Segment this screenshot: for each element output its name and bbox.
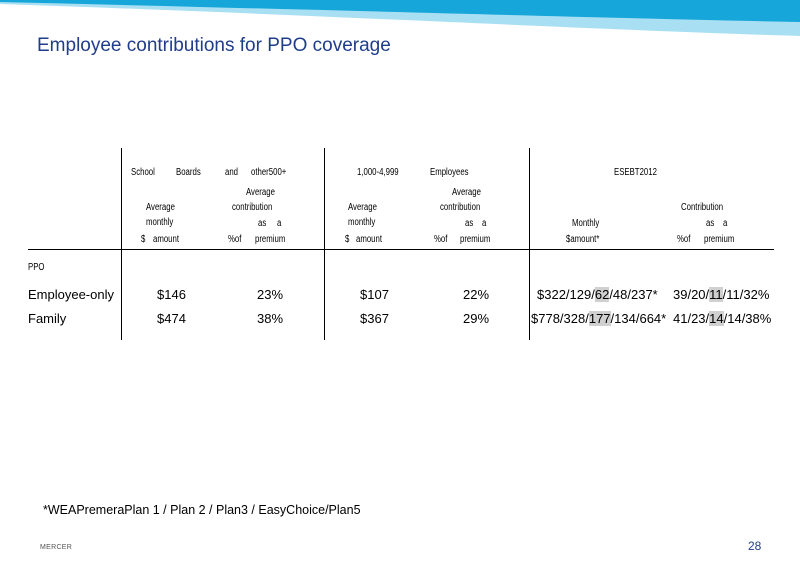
group-header-range: 1,000-4,999: [357, 167, 399, 178]
section-label-ppo: PPO: [28, 262, 45, 273]
group-header-esebt: ESEBT2012: [614, 167, 657, 178]
header-rule: [28, 249, 774, 250]
subheader-as: as: [258, 218, 267, 229]
subheader-premium: premium: [460, 234, 491, 245]
subheader-a: a: [723, 218, 728, 229]
subheader-average: Average: [246, 187, 275, 198]
row-label-family: Family: [28, 311, 67, 326]
banner-dark-band: [0, 0, 800, 22]
subheader-contribution: contribution: [440, 202, 481, 213]
cell-monthly-amount: $367: [360, 311, 389, 326]
cell-esebt-amounts: $322/129/62/48/237*: [537, 287, 658, 302]
subheader-contribution: Contribution: [681, 202, 724, 213]
cell-percent-premium: 22%: [463, 287, 490, 302]
group-header-school: School: [131, 167, 155, 178]
subheader-average: Average: [348, 202, 377, 213]
group-header-employees: Employees: [430, 167, 469, 178]
subheader-monthly: monthly: [146, 217, 174, 228]
cell-esebt-contribution: 41/23/14/14/38%: [673, 311, 772, 326]
row-label-employee-only: Employee-only: [28, 287, 114, 302]
column-divider: [529, 148, 530, 340]
cell-percent-premium: 29%: [463, 311, 490, 326]
subheader-monthly: monthly: [348, 217, 376, 228]
subheader-as: as: [706, 218, 715, 229]
slide-title: Employee contributions for PPO coverage: [37, 35, 391, 56]
subheader-amount: amount: [153, 234, 180, 245]
subheader-premium: premium: [704, 234, 735, 245]
subheader-pct-of: %of: [434, 234, 448, 245]
subheader-a: a: [277, 218, 282, 229]
subheader-as: as: [465, 218, 474, 229]
cell-monthly-amount: $474: [157, 311, 186, 326]
subheader-a: a: [482, 218, 487, 229]
cell-esebt-contribution: 39/20/11/11/32%: [673, 287, 770, 302]
cell-monthly-amount: $107: [360, 287, 389, 302]
subheader-amount: amount: [356, 234, 383, 245]
highlighted-value: 62: [594, 287, 610, 302]
subheader-dollar: $: [141, 234, 146, 245]
cell-monthly-amount: $146: [157, 287, 186, 302]
column-divider: [324, 148, 325, 340]
subheader-monthly: Monthly: [572, 218, 600, 229]
page-number: 28: [748, 539, 762, 553]
header-banner: [0, 0, 800, 36]
cell-percent-premium: 23%: [257, 287, 284, 302]
highlighted-value: 14: [709, 311, 724, 326]
group-header-and: and: [225, 167, 239, 178]
subheader-amount-star: $amount*: [566, 234, 600, 245]
subheader-average: Average: [146, 202, 175, 213]
highlighted-value: 11: [709, 287, 723, 302]
group-header-boards: Boards: [176, 167, 201, 178]
subheader-average: Average: [452, 187, 481, 198]
group-header-other500: other500+: [251, 167, 287, 178]
subheader-premium: premium: [255, 234, 286, 245]
subheader-contribution: contribution: [232, 202, 273, 213]
footnote: *WEAPremeraPlan 1 / Plan 2 / Plan3 / Eas…: [43, 503, 361, 517]
cell-esebt-amounts: $778/328/177/134/664*: [531, 311, 667, 326]
brand-logo-text: MERCER: [40, 544, 73, 551]
subheader-dollar: $: [345, 234, 350, 245]
subheader-pct-of: %of: [228, 234, 242, 245]
highlighted-value: 177: [588, 311, 611, 326]
cell-percent-premium: 38%: [257, 311, 284, 326]
column-divider: [121, 148, 122, 340]
subheader-pct-of: %of: [677, 234, 691, 245]
